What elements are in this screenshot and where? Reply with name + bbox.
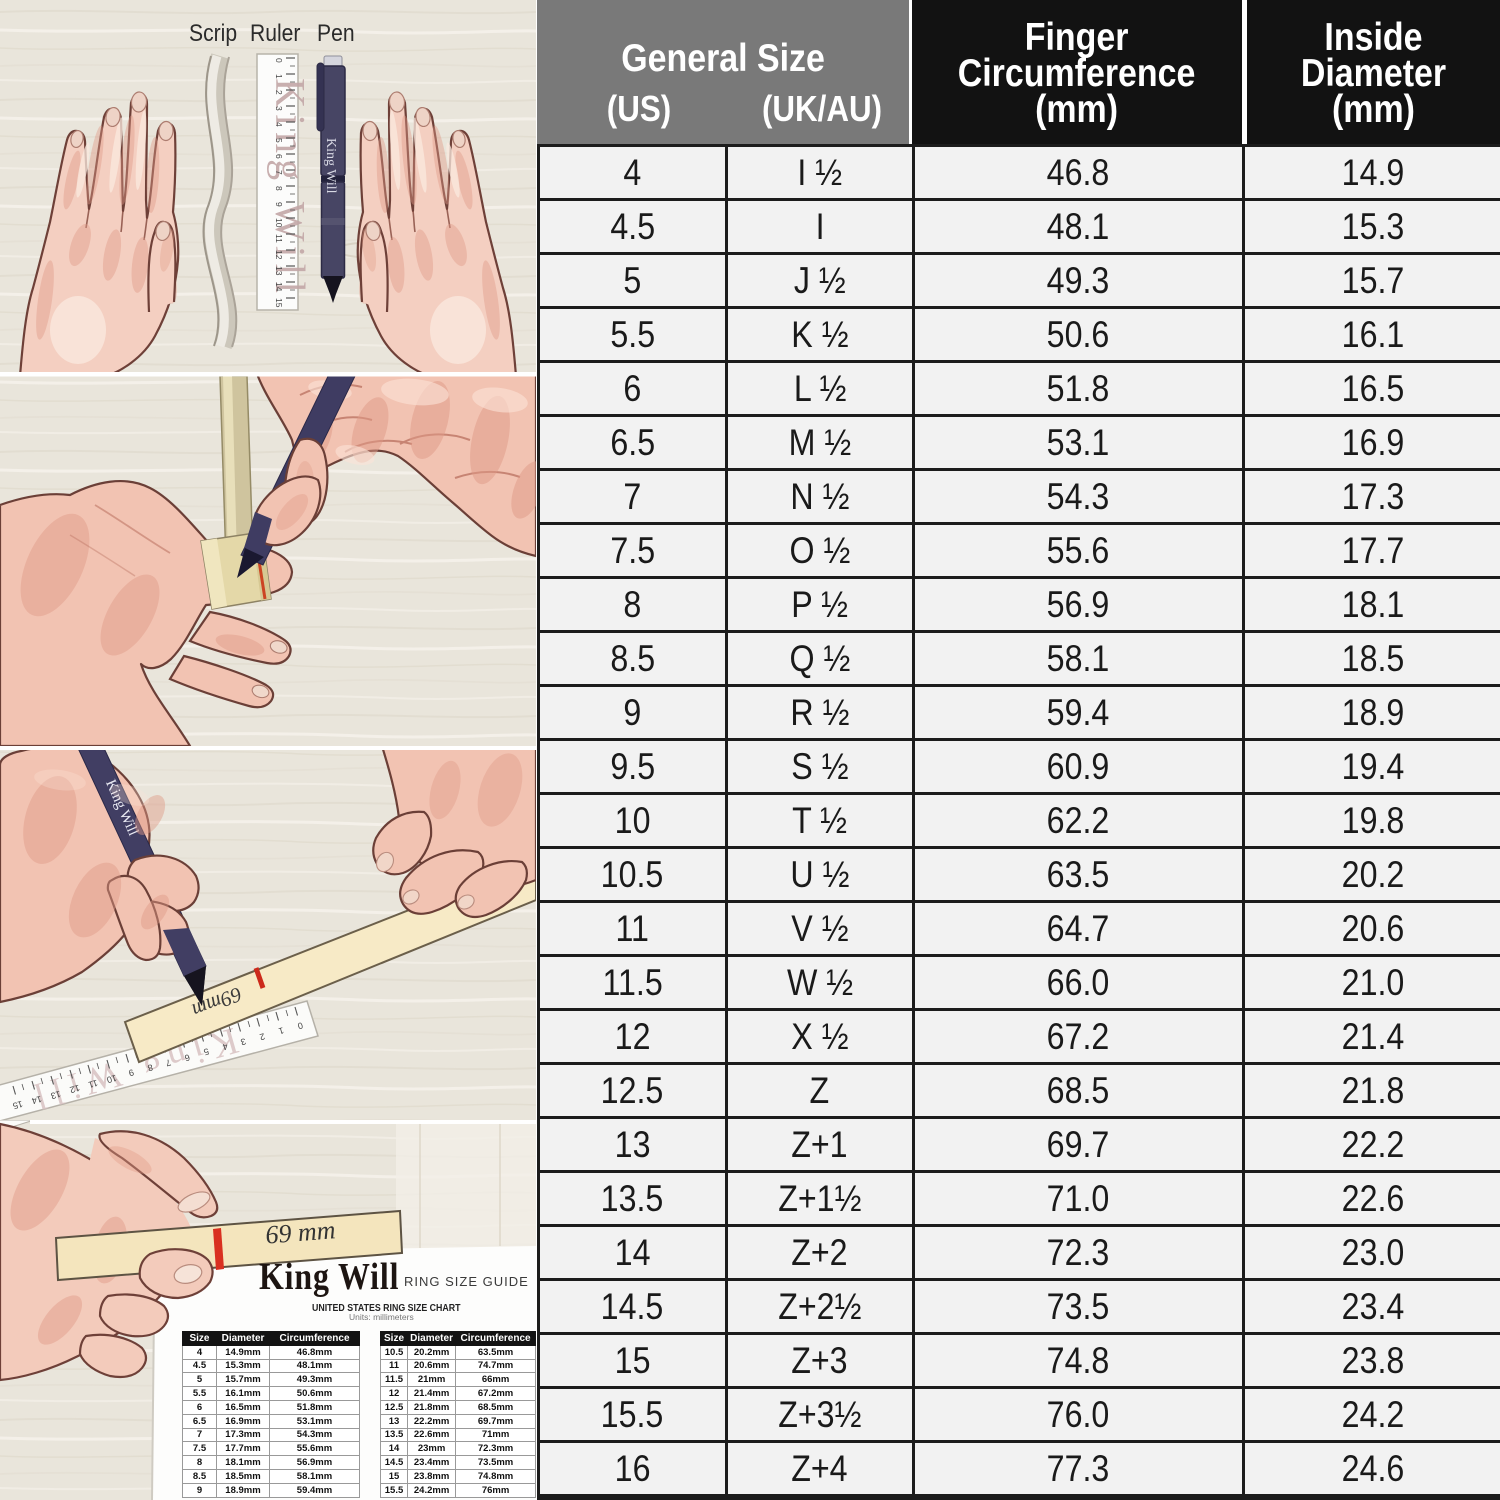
svg-text:UNITED STATES RING SIZE CHART: UNITED STATES RING SIZE CHART [312, 1302, 461, 1314]
svg-text:Scrip: Scrip [189, 20, 237, 47]
svg-text:12: 12 [69, 1083, 81, 1095]
svg-text:King Will: King Will [323, 138, 338, 194]
svg-text:11: 11 [87, 1078, 99, 1090]
svg-text:6: 6 [274, 154, 284, 159]
svg-text:11: 11 [274, 234, 284, 243]
svg-text:9: 9 [274, 202, 284, 207]
svg-text:7: 7 [274, 170, 284, 175]
svg-text:10: 10 [106, 1073, 118, 1085]
svg-text:1: 1 [278, 1025, 286, 1036]
svg-text:Pen: Pen [317, 20, 355, 47]
svg-text:Ruler: Ruler [250, 20, 301, 47]
svg-text:King Will: King Will [259, 1255, 399, 1297]
svg-text:69 mm: 69 mm [264, 1215, 336, 1249]
svg-text:3: 3 [274, 106, 284, 111]
svg-text:1: 1 [274, 74, 284, 79]
svg-text:15: 15 [12, 1099, 24, 1111]
svg-text:4: 4 [222, 1041, 230, 1052]
svg-text:14: 14 [31, 1094, 43, 1106]
svg-text:RING SIZE GUIDE: RING SIZE GUIDE [404, 1274, 529, 1289]
svg-text:2: 2 [274, 90, 284, 95]
svg-text:9: 9 [128, 1067, 136, 1078]
svg-text:7: 7 [165, 1057, 173, 1068]
svg-text:14: 14 [274, 282, 284, 292]
svg-text:13: 13 [274, 266, 284, 276]
svg-text:15: 15 [274, 298, 284, 308]
svg-text:5: 5 [274, 138, 284, 143]
svg-text:3: 3 [240, 1036, 248, 1047]
svg-text:10: 10 [274, 218, 284, 228]
svg-text:4: 4 [274, 122, 284, 127]
svg-text:12: 12 [274, 250, 284, 260]
svg-text:8: 8 [274, 186, 284, 191]
svg-text:Units: millimeters: Units: millimeters [349, 1312, 414, 1322]
svg-text:2: 2 [259, 1031, 267, 1042]
svg-text:6: 6 [184, 1052, 192, 1063]
svg-text:0: 0 [297, 1020, 305, 1031]
svg-text:13: 13 [50, 1089, 62, 1101]
svg-text:0: 0 [274, 58, 284, 63]
svg-text:8: 8 [147, 1062, 155, 1073]
svg-text:5: 5 [203, 1046, 211, 1057]
